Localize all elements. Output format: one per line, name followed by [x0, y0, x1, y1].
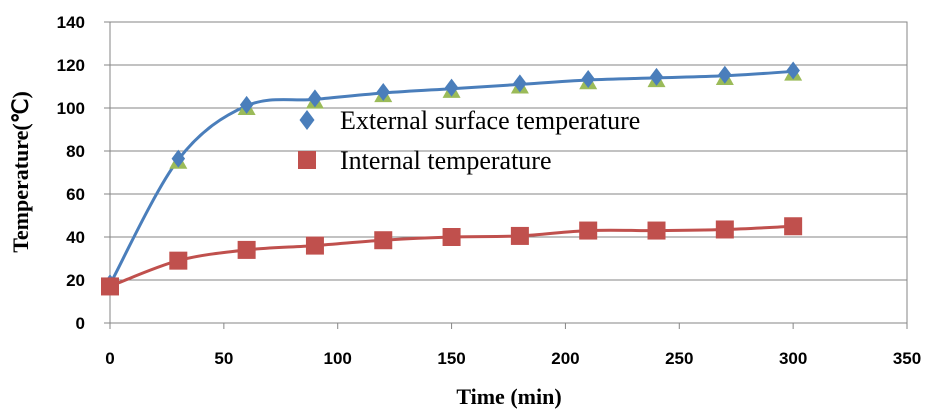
point-external [239, 95, 254, 114]
x-tick-label: 300 [779, 349, 807, 368]
point-external [718, 65, 732, 84]
point-external [581, 70, 595, 89]
point-internal [374, 231, 393, 250]
y-tick-label: 120 [57, 56, 85, 75]
x-axis-ticks: 0 50 100 150 200 250 300 350 [105, 323, 921, 368]
point-internal [784, 217, 803, 236]
x-tick-label: 150 [437, 349, 465, 368]
legend-marker [299, 110, 315, 130]
point-external [444, 78, 459, 97]
point-internal [305, 236, 324, 255]
point-internal [442, 228, 461, 246]
point-external [308, 89, 322, 108]
x-tick-label: 200 [551, 349, 579, 368]
point-internal [101, 277, 119, 296]
x-tick-label: 250 [665, 349, 693, 368]
legend-label: External surface temperature [340, 106, 640, 135]
legend-marker [298, 151, 316, 169]
y-tick-label: 60 [66, 185, 85, 204]
y-tick-label: 40 [66, 228, 85, 247]
y-tick-label: 20 [66, 271, 85, 290]
y-tick-label: 140 [57, 13, 85, 32]
point-internal [169, 251, 188, 270]
point-external [786, 61, 800, 80]
y-tick-label: 100 [57, 99, 85, 118]
point-external [649, 67, 664, 86]
x-tick-label: 350 [893, 349, 921, 368]
point-internal [579, 221, 598, 240]
y-tick-label: 0 [76, 314, 85, 333]
y-axis-ticks: 0 20 40 60 80 100 120 140 [57, 13, 110, 333]
legend: External surface temperature Internal tem… [298, 106, 640, 175]
plot-area-frame [109, 21, 908, 324]
point-external [513, 74, 527, 93]
series-line-external [108, 69, 794, 286]
point-external [376, 82, 391, 101]
series-layer [101, 61, 803, 296]
point-internal [715, 220, 734, 239]
x-axis-title: Time (min) [456, 384, 561, 409]
point-internal [237, 240, 256, 259]
y-tick-label: 80 [66, 142, 85, 161]
y-axis-title: Temperature(℃) [8, 91, 33, 253]
x-tick-label: 100 [324, 349, 352, 368]
point-external [171, 149, 186, 168]
x-tick-label: 50 [214, 349, 233, 368]
point-internal [647, 221, 666, 240]
legend-label: Internal temperature [340, 146, 552, 175]
x-tick-label: 0 [105, 349, 114, 368]
point-internal [510, 226, 529, 245]
